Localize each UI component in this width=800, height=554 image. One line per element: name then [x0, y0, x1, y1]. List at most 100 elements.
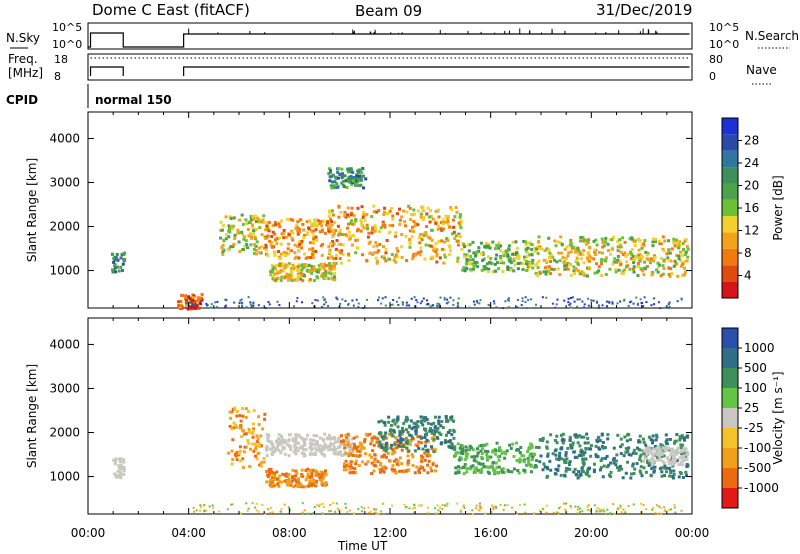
echo-cell [529, 470, 533, 474]
echo-cell [372, 469, 376, 473]
echo-cell [472, 251, 476, 255]
near-range-cell [329, 510, 332, 513]
echo-cell [399, 444, 403, 448]
echo-cell [400, 469, 404, 473]
echo-cell [229, 225, 233, 229]
echo-cell [639, 471, 643, 475]
colorbar-swatch [722, 448, 738, 468]
echo-cell [555, 434, 559, 438]
near-range-cell [203, 510, 206, 513]
echo-cell [312, 229, 316, 233]
echo-cell [477, 249, 481, 253]
echo-cell [349, 442, 353, 446]
echo-cell [244, 218, 248, 222]
echo-cell [318, 220, 322, 224]
echo-cell [650, 448, 654, 452]
echo-cell [397, 442, 401, 446]
echo-cell [246, 246, 250, 250]
echo-cell [347, 434, 351, 438]
echo-cell [406, 454, 410, 458]
echo-cell [280, 275, 284, 279]
echo-cell [367, 241, 371, 245]
echo-cell [673, 452, 677, 456]
echo-cell [375, 440, 379, 444]
near-range-cell [605, 305, 608, 308]
echo-cell [241, 465, 245, 469]
echo-cell [607, 473, 611, 477]
echo-cell [458, 446, 462, 450]
echo-cell [469, 465, 473, 469]
echo-cell [337, 451, 341, 455]
echo-cell [117, 269, 121, 273]
echo-cell [516, 262, 520, 266]
echo-cell [644, 250, 648, 254]
echo-cell [672, 457, 676, 461]
echo-cell [600, 273, 604, 277]
echo-cell [563, 247, 567, 251]
near-range-cell [612, 503, 615, 506]
echo-cell [630, 252, 634, 256]
echo-cell [296, 478, 300, 482]
echo-cell [425, 212, 429, 216]
echo-cell [332, 445, 336, 449]
echo-cell [322, 271, 326, 275]
echo-cell [319, 436, 323, 440]
echo-cell [266, 254, 270, 258]
echo-cell [626, 432, 630, 436]
freq-unit-label: [MHz] [8, 66, 43, 80]
echo-cell [468, 243, 472, 247]
echo-cell [554, 467, 558, 471]
echo-cell [327, 256, 331, 260]
echo-cell [660, 454, 664, 458]
echo-cell [485, 442, 489, 446]
echo-cell [303, 274, 307, 278]
echo-cell [606, 242, 610, 246]
near-range-cell [667, 303, 670, 306]
echo-cell [257, 415, 261, 419]
near-range-cell [240, 298, 243, 301]
echo-cell [235, 409, 239, 413]
echo-cell [291, 263, 295, 267]
echo-cell [673, 244, 677, 248]
echo-cell [300, 267, 304, 271]
echo-cell [275, 269, 279, 273]
echo-cell [404, 469, 408, 473]
echo-cell [641, 267, 645, 271]
near-range-cell [676, 300, 679, 303]
near-range-cell [418, 504, 421, 507]
echo-cell [606, 437, 610, 441]
echo-cell [497, 246, 501, 250]
echo-cell [370, 472, 374, 476]
echo-cell [418, 466, 422, 470]
echo-cell [321, 452, 325, 456]
echo-cell [354, 459, 358, 463]
echo-cell [676, 241, 680, 245]
echo-cell [665, 438, 669, 442]
echo-cell [492, 448, 496, 452]
echo-cell [323, 442, 327, 446]
echo-cell [300, 246, 304, 250]
echo-cell [592, 470, 596, 474]
echo-cell [435, 254, 439, 258]
colorbar-tick-label: -25 [744, 421, 764, 435]
echo-cell [432, 421, 436, 425]
echo-cell [351, 234, 355, 238]
near-range-cell [568, 303, 571, 306]
echo-cell [429, 244, 433, 248]
near-range-cell [401, 303, 404, 306]
echo-cell [298, 446, 302, 450]
near-range-cell [405, 301, 408, 304]
echo-cell [542, 258, 546, 262]
echo-cell [235, 451, 239, 455]
echo-cell [646, 459, 650, 463]
echo-cell [356, 175, 360, 179]
echo-cell [329, 170, 333, 174]
echo-cell [650, 457, 654, 461]
echo-cell [337, 249, 341, 253]
echo-cell [640, 243, 644, 247]
echo-cell [292, 485, 296, 489]
echo-cell [390, 253, 394, 257]
echo-cell [329, 217, 333, 221]
echo-cell [416, 425, 420, 429]
near-range-cell [660, 506, 663, 509]
